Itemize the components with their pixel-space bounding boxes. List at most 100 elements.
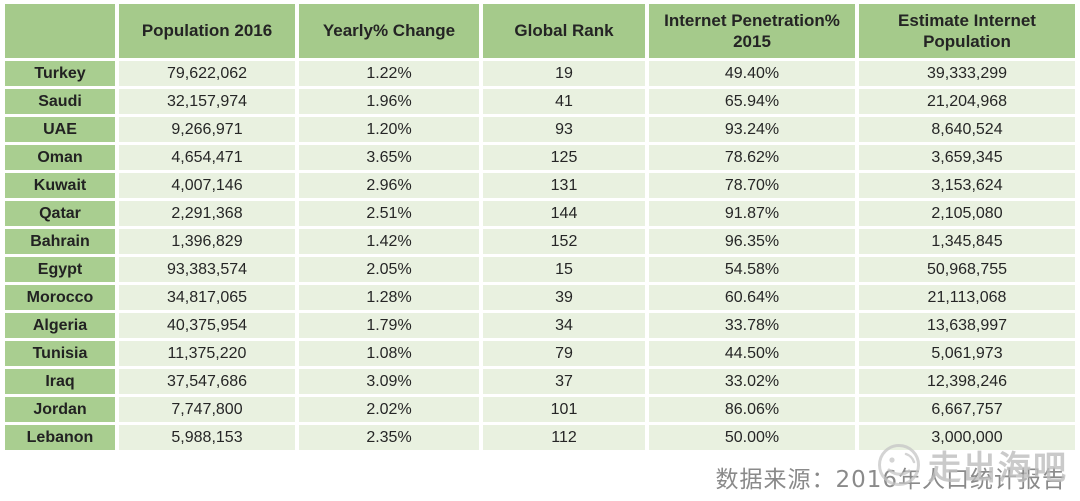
table-row: Egypt 93,383,574 2.05% 15 54.58% 50,968,755	[5, 257, 1075, 282]
col-header-population: Population 2016	[119, 4, 295, 58]
cell-yearly-change: 1.20%	[299, 117, 479, 142]
cell-population: 4,654,471	[119, 145, 295, 170]
row-header-country: Algeria	[5, 313, 115, 338]
row-header-country: Lebanon	[5, 425, 115, 450]
cell-yearly-change: 1.79%	[299, 313, 479, 338]
cell-yearly-change: 1.96%	[299, 89, 479, 114]
table-row: Qatar 2,291,368 2.51% 144 91.87% 2,105,080	[5, 201, 1075, 226]
cell-population: 2,291,368	[119, 201, 295, 226]
row-header-country: Kuwait	[5, 173, 115, 198]
cell-population: 32,157,974	[119, 89, 295, 114]
row-header-country: Turkey	[5, 61, 115, 86]
cell-internet-population: 6,667,757	[859, 397, 1075, 422]
cell-internet-population: 3,153,624	[859, 173, 1075, 198]
cell-penetration: 54.58%	[649, 257, 855, 282]
table-row: Saudi 32,157,974 1.96% 41 65.94% 21,204,968	[5, 89, 1075, 114]
cell-penetration: 65.94%	[649, 89, 855, 114]
cell-population: 93,383,574	[119, 257, 295, 282]
row-header-country: Qatar	[5, 201, 115, 226]
table-row: Lebanon 5,988,153 2.35% 112 50.00% 3,000,000	[5, 425, 1075, 450]
row-header-country: Saudi	[5, 89, 115, 114]
header-row: Population 2016 Yearly% Change Global Ra…	[5, 4, 1075, 58]
cell-penetration: 44.50%	[649, 341, 855, 366]
cell-yearly-change: 1.28%	[299, 285, 479, 310]
cell-yearly-change: 1.42%	[299, 229, 479, 254]
col-header-yearly-change: Yearly% Change	[299, 4, 479, 58]
cell-penetration: 33.02%	[649, 369, 855, 394]
cell-yearly-change: 2.02%	[299, 397, 479, 422]
cell-internet-population: 50,968,755	[859, 257, 1075, 282]
col-header-penetration: Internet Penetration% 2015	[649, 4, 855, 58]
cell-yearly-change: 1.22%	[299, 61, 479, 86]
cell-population: 9,266,971	[119, 117, 295, 142]
cell-population: 40,375,954	[119, 313, 295, 338]
cell-penetration: 91.87%	[649, 201, 855, 226]
row-header-country: Bahrain	[5, 229, 115, 254]
cell-penetration: 96.35%	[649, 229, 855, 254]
cell-internet-population: 2,105,080	[859, 201, 1075, 226]
row-header-country: Tunisia	[5, 341, 115, 366]
cell-global-rank: 112	[483, 425, 645, 450]
cell-population: 5,988,153	[119, 425, 295, 450]
corner-cell	[5, 4, 115, 58]
table-row: Jordan 7,747,800 2.02% 101 86.06% 6,667,757	[5, 397, 1075, 422]
population-table: Population 2016 Yearly% Change Global Ra…	[1, 1, 1079, 453]
cell-population: 7,747,800	[119, 397, 295, 422]
cell-internet-population: 21,204,968	[859, 89, 1075, 114]
table-row: Kuwait 4,007,146 2.96% 131 78.70% 3,153,624	[5, 173, 1075, 198]
cell-penetration: 33.78%	[649, 313, 855, 338]
data-source-caption: 数据来源：2016年人口统计报告	[715, 467, 1066, 493]
row-header-country: Egypt	[5, 257, 115, 282]
col-header-global-rank: Global Rank	[483, 4, 645, 58]
cell-yearly-change: 2.05%	[299, 257, 479, 282]
cell-internet-population: 21,113,068	[859, 285, 1075, 310]
cell-internet-population: 1,345,845	[859, 229, 1075, 254]
cell-global-rank: 39	[483, 285, 645, 310]
table-row: Iraq 37,547,686 3.09% 37 33.02% 12,398,246	[5, 369, 1075, 394]
cell-internet-population: 8,640,524	[859, 117, 1075, 142]
cell-penetration: 60.64%	[649, 285, 855, 310]
cell-internet-population: 3,000,000	[859, 425, 1075, 450]
table-row: Morocco 34,817,065 1.28% 39 60.64% 21,113,068	[5, 285, 1075, 310]
table-header: Population 2016 Yearly% Change Global Ra…	[5, 4, 1075, 58]
cell-global-rank: 41	[483, 89, 645, 114]
cell-global-rank: 125	[483, 145, 645, 170]
table-row: Tunisia 11,375,220 1.08% 79 44.50% 5,061,973	[5, 341, 1075, 366]
cell-global-rank: 19	[483, 61, 645, 86]
cell-internet-population: 13,638,997	[859, 313, 1075, 338]
cell-global-rank: 37	[483, 369, 645, 394]
col-header-estimate-internet: Estimate Internet Population	[859, 4, 1075, 58]
cell-global-rank: 131	[483, 173, 645, 198]
cell-penetration: 93.24%	[649, 117, 855, 142]
cell-internet-population: 5,061,973	[859, 341, 1075, 366]
cell-population: 4,007,146	[119, 173, 295, 198]
cell-yearly-change: 3.65%	[299, 145, 479, 170]
cell-global-rank: 152	[483, 229, 645, 254]
footer: 数据来源：2016年人口统计报告	[0, 455, 1080, 501]
cell-yearly-change: 3.09%	[299, 369, 479, 394]
row-header-country: Jordan	[5, 397, 115, 422]
cell-internet-population: 39,333,299	[859, 61, 1075, 86]
table-row: Algeria 40,375,954 1.79% 34 33.78% 13,638,997	[5, 313, 1075, 338]
table-row: Oman 4,654,471 3.65% 125 78.62% 3,659,345	[5, 145, 1075, 170]
table-body: Turkey 79,622,062 1.22% 19 49.40% 39,333,299 S…	[5, 61, 1075, 450]
cell-penetration: 49.40%	[649, 61, 855, 86]
cell-internet-population: 3,659,345	[859, 145, 1075, 170]
cell-global-rank: 93	[483, 117, 645, 142]
cell-penetration: 78.70%	[649, 173, 855, 198]
cell-internet-population: 12,398,246	[859, 369, 1075, 394]
row-header-country: Morocco	[5, 285, 115, 310]
cell-yearly-change: 2.96%	[299, 173, 479, 198]
cell-population: 37,547,686	[119, 369, 295, 394]
cell-yearly-change: 2.35%	[299, 425, 479, 450]
cell-penetration: 86.06%	[649, 397, 855, 422]
row-header-country: UAE	[5, 117, 115, 142]
cell-global-rank: 101	[483, 397, 645, 422]
cell-global-rank: 144	[483, 201, 645, 226]
table-row: Turkey 79,622,062 1.22% 19 49.40% 39,333,299	[5, 61, 1075, 86]
cell-population: 1,396,829	[119, 229, 295, 254]
cell-population: 11,375,220	[119, 341, 295, 366]
table-row: UAE 9,266,971 1.20% 93 93.24% 8,640,524	[5, 117, 1075, 142]
cell-yearly-change: 2.51%	[299, 201, 479, 226]
